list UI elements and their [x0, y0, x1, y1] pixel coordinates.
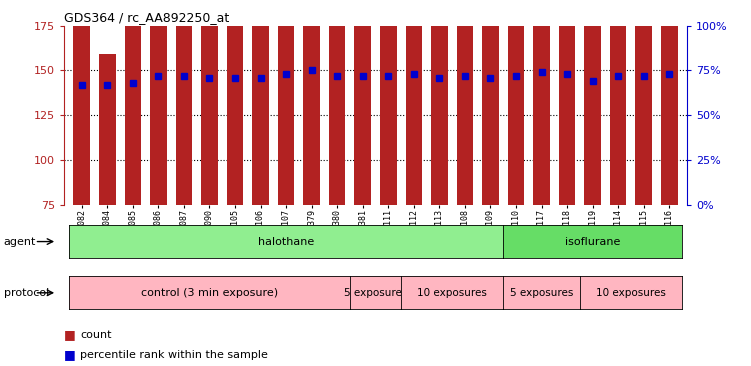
Bar	[661, 0, 677, 205]
Bar	[227, 130, 243, 205]
Bar	[508, 0, 524, 205]
Bar	[406, 61, 422, 205]
Bar	[252, 130, 269, 205]
Bar	[74, 0, 90, 205]
Bar	[584, 0, 601, 205]
Text: isoflurane: isoflurane	[565, 236, 620, 247]
Text: percentile rank within the sample: percentile rank within the sample	[80, 350, 268, 360]
Bar	[329, 133, 345, 205]
Bar	[227, 0, 243, 205]
Bar	[661, 83, 677, 205]
Bar	[457, 0, 473, 205]
Text: agent: agent	[4, 236, 36, 247]
Bar	[406, 0, 422, 205]
Bar	[431, 128, 448, 205]
Text: control (3 min exposure): control (3 min exposure)	[141, 288, 278, 298]
Bar	[176, 119, 192, 205]
Bar	[201, 0, 218, 205]
Bar	[635, 0, 652, 205]
Bar	[278, 0, 294, 205]
Bar	[610, 0, 626, 205]
Bar	[176, 0, 192, 205]
Text: ■: ■	[64, 348, 80, 362]
Bar	[610, 94, 626, 205]
Bar	[125, 0, 141, 205]
Bar	[584, 89, 601, 205]
Bar	[99, 189, 116, 205]
Text: ■: ■	[64, 328, 80, 341]
Bar	[150, 8, 167, 205]
Bar	[533, 0, 550, 205]
Bar	[508, 83, 524, 205]
Bar	[278, 94, 294, 205]
Text: halothane: halothane	[258, 236, 314, 247]
Bar	[252, 0, 269, 205]
Bar	[354, 115, 371, 205]
Text: count: count	[80, 330, 112, 340]
Bar	[559, 0, 575, 205]
Bar	[533, 121, 550, 205]
Bar	[457, 83, 473, 205]
Bar	[380, 101, 397, 205]
Bar	[329, 0, 345, 205]
Text: 5 exposures: 5 exposures	[510, 288, 573, 298]
Bar	[431, 0, 448, 205]
Bar	[354, 0, 371, 205]
Bar	[482, 141, 499, 205]
Bar	[635, 83, 652, 205]
Bar	[303, 61, 320, 205]
Bar	[125, 56, 141, 205]
Bar	[303, 0, 320, 205]
Bar	[150, 142, 167, 205]
Text: GDS364 / rc_AA892250_at: GDS364 / rc_AA892250_at	[64, 11, 229, 25]
Bar	[482, 6, 499, 205]
Text: 10 exposures: 10 exposures	[596, 288, 666, 298]
Bar	[74, 44, 90, 205]
Text: protocol: protocol	[4, 288, 49, 298]
Bar	[99, 54, 116, 205]
Text: 10 exposures: 10 exposures	[418, 288, 487, 298]
Bar	[380, 0, 397, 205]
Bar	[559, 74, 575, 205]
Bar	[201, 124, 218, 205]
Text: 5 exposures: 5 exposures	[344, 288, 407, 298]
